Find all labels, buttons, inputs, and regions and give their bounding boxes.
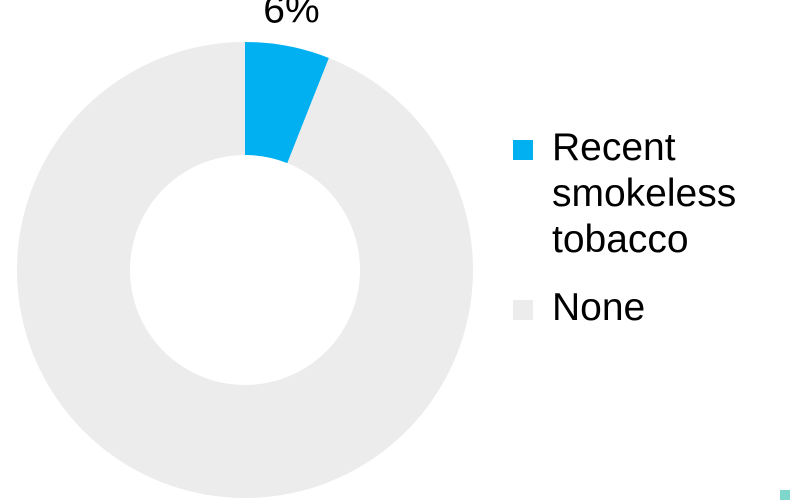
legend-label-0-line-1: smokeless [552, 172, 736, 215]
legend-label-0-line-2: tobacco [552, 218, 689, 261]
data-labels: 6% [263, 0, 319, 31]
donut-slices [16, 42, 473, 498]
slice-data-label-0: 6% [263, 0, 319, 31]
donut-slice-0 [245, 42, 329, 164]
corner-accent-mark [780, 490, 790, 500]
legend-label-0-line-0: Recent [552, 126, 676, 169]
donut-slice-1 [16, 42, 473, 498]
legend-swatch-1 [513, 300, 533, 320]
legend-swatch-0 [513, 140, 533, 160]
legend-label-1-line-0: None [552, 286, 645, 329]
